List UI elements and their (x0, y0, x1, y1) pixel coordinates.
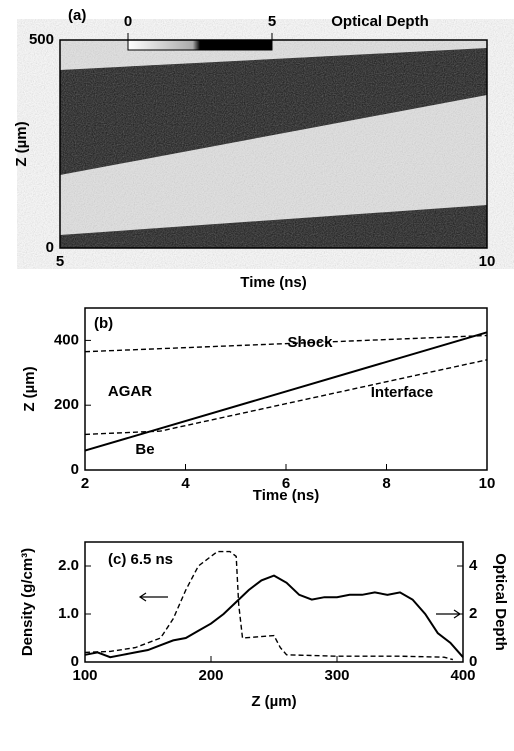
plot-frame (84, 541, 464, 663)
x-tick-label: 400 (450, 667, 475, 684)
y-axis-label: Z (µm) (21, 366, 38, 411)
colorbar (127, 39, 273, 51)
panel-title: (c) 6.5 ns (108, 551, 173, 568)
y-tick-label: 200 (54, 396, 79, 413)
x-tick-label: 10 (479, 475, 496, 492)
x-axis-label: Time (ns) (253, 487, 319, 504)
y2-tick-label: 4 (469, 557, 478, 574)
x-tick-label: 200 (198, 667, 223, 684)
annotation: Be (135, 441, 154, 458)
x-axis-label: Z (µm) (251, 693, 296, 710)
series-line (84, 550, 454, 661)
y-tick-label: 2.0 (58, 557, 79, 574)
y-tick-label: 0 (71, 653, 79, 670)
series-label: Interface (371, 384, 434, 401)
x-axis-label: Time (ns) (240, 274, 306, 291)
x-tick-label: 4 (181, 475, 190, 492)
y2-axis-label: Optical Depth (492, 553, 509, 651)
y2-tick-label: 2 (469, 605, 477, 622)
radiograph (60, 40, 487, 248)
x-tick-label: 2 (81, 475, 89, 492)
y-axis-label: Z (µm) (13, 121, 30, 166)
series-line (84, 334, 488, 353)
y-tick-label: 500 (29, 31, 54, 48)
annotation: AGAR (108, 383, 152, 400)
colorbar-tick-label: 5 (268, 13, 276, 30)
x-tick-label: 6 (282, 475, 290, 492)
series-line (84, 574, 464, 659)
panel-title: (a) (68, 7, 86, 24)
x-tick-label: 10 (479, 253, 496, 270)
plot-frame (59, 39, 488, 249)
y-tick-label: 0 (71, 461, 79, 478)
x-tick-label: 100 (72, 667, 97, 684)
x-tick-label: 5 (56, 253, 64, 270)
x-tick-label: 8 (382, 475, 390, 492)
y-axis-label: Density (g/cm³) (19, 548, 36, 656)
arrows (138, 592, 462, 619)
y2-tick-label: 0 (469, 653, 477, 670)
panel-title: (b) (94, 315, 113, 332)
x-tick-label: 300 (324, 667, 349, 684)
y-tick-label: 0 (46, 239, 54, 256)
series-line (84, 359, 488, 436)
y-tick-label: 1.0 (58, 605, 79, 622)
colorbar-tick-label: 0 (124, 13, 132, 30)
y-tick-label: 400 (54, 331, 79, 348)
colorbar-label: Optical Depth (331, 13, 429, 30)
